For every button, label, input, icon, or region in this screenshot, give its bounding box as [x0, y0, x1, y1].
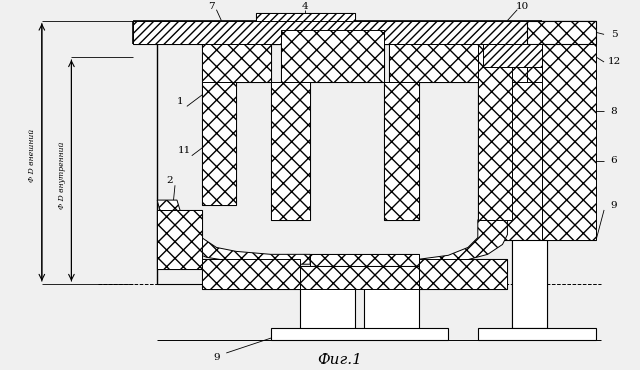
Bar	[280, 30, 384, 82]
Bar	[513, 239, 547, 328]
Text: 11: 11	[179, 146, 191, 155]
Bar	[478, 44, 527, 82]
Bar	[478, 44, 513, 220]
Bar	[310, 254, 419, 266]
Text: 12: 12	[607, 57, 621, 67]
Text: 4: 4	[302, 2, 308, 11]
Bar	[384, 82, 419, 220]
Bar	[542, 21, 596, 239]
Text: Φ D внутренний: Φ D внутренний	[58, 142, 65, 209]
Bar	[256, 13, 355, 21]
Bar	[271, 82, 310, 220]
Polygon shape	[419, 220, 508, 264]
Bar	[389, 44, 478, 82]
Bar	[527, 21, 596, 44]
Bar	[478, 328, 596, 340]
Text: 1: 1	[177, 97, 183, 106]
Bar	[419, 259, 508, 289]
Bar	[478, 82, 542, 239]
Bar	[483, 44, 542, 67]
Text: 10: 10	[516, 2, 529, 11]
Bar	[202, 44, 271, 82]
Text: Φ D внешний: Φ D внешний	[28, 129, 36, 182]
Bar	[157, 210, 202, 269]
Polygon shape	[157, 200, 310, 264]
Bar	[364, 266, 419, 330]
Bar	[132, 21, 542, 44]
Bar	[202, 82, 236, 205]
Bar	[271, 328, 448, 340]
Text: 6: 6	[611, 156, 617, 165]
Bar	[300, 266, 419, 289]
Bar	[527, 44, 542, 82]
Text: 2: 2	[167, 176, 173, 185]
Text: Фиг.1: Фиг.1	[317, 353, 362, 367]
Text: 8: 8	[611, 107, 617, 116]
Bar	[300, 266, 355, 330]
Text: 9: 9	[611, 201, 617, 209]
Bar	[202, 259, 300, 289]
Text: 7: 7	[208, 2, 215, 11]
Text: 9: 9	[213, 353, 220, 362]
Text: 5: 5	[611, 30, 617, 39]
